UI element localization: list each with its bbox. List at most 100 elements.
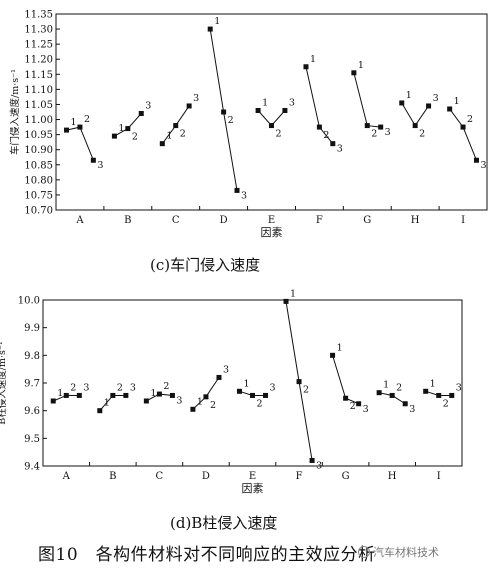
x-tick-label: I	[461, 215, 465, 226]
point-label: 1	[454, 96, 460, 107]
y-tick-label: 11.00	[24, 115, 53, 126]
point-label: 1	[57, 388, 63, 399]
data-point	[473, 157, 479, 163]
y-tick-label: 11.15	[24, 70, 53, 81]
x-tick-label: D	[202, 471, 210, 482]
point-label: 2	[70, 382, 76, 393]
point-label: 2	[371, 129, 377, 140]
point-label: 1	[383, 380, 389, 391]
x-axis-title: 因素	[261, 226, 283, 239]
data-point	[423, 388, 429, 394]
x-tick-label: D	[220, 215, 228, 226]
y-tick-label: 11.05	[24, 100, 53, 111]
point-label: 3	[97, 160, 103, 171]
data-point	[402, 401, 408, 407]
y-tick-label: 10.0	[18, 296, 40, 307]
point-label: 1	[430, 378, 436, 389]
y-tick-label: 11.25	[24, 40, 53, 51]
plot-frame	[55, 13, 488, 211]
point-label: 3	[270, 382, 276, 393]
data-point	[203, 394, 209, 400]
data-point	[282, 107, 288, 113]
x-tick-label: A	[75, 215, 84, 226]
point-label: 1	[358, 60, 364, 71]
chart-door-intrusion-speed: 10.70 10.75 10.80 10.85 10.90 10.95 11.00 11.05…	[9, 10, 488, 239]
point-label: 3	[456, 382, 462, 393]
point-label: 2	[443, 398, 449, 409]
data-point	[207, 26, 213, 32]
point-label: 2	[210, 400, 216, 411]
data-point	[263, 392, 269, 398]
point-label: 3	[289, 97, 295, 108]
data-point	[330, 141, 336, 147]
x-tick-label: I	[437, 471, 441, 482]
x-tick-label: F	[296, 471, 303, 482]
chart-d-caption: (d)B柱侵入速度	[170, 514, 278, 532]
point-label: 3	[337, 144, 343, 155]
point-label: 2	[467, 114, 473, 125]
point-label: 2	[180, 129, 186, 140]
data-point	[221, 109, 227, 115]
x-tick-label: F	[316, 215, 323, 226]
data-point	[255, 107, 261, 113]
data-point	[436, 392, 442, 398]
wechat-icon	[358, 546, 370, 558]
data-point	[50, 398, 56, 404]
data-point	[376, 390, 382, 396]
point-label: 3	[480, 160, 486, 171]
point-label: 2	[350, 401, 356, 412]
x-tick-label: E	[268, 215, 275, 226]
watermark-text: 汽车材料技术	[373, 546, 439, 559]
data-point	[123, 392, 129, 398]
y-tick-label: 9.7	[24, 379, 40, 390]
point-label: 3	[130, 382, 136, 393]
point-label: 1	[243, 378, 249, 389]
data-point	[309, 457, 315, 463]
point-label: 1	[197, 396, 203, 407]
x-tick-label: B	[109, 471, 116, 482]
point-label: 2	[163, 381, 169, 392]
data-point	[351, 70, 357, 76]
point-label: 3	[385, 127, 391, 138]
data-point	[296, 379, 302, 385]
factor-line-G	[353, 72, 381, 128]
chart-c-caption: (c)车门侵入速度	[150, 256, 261, 274]
data-point	[343, 395, 349, 401]
data-point	[234, 187, 240, 193]
point-label: 3	[223, 364, 229, 375]
point-label: 2	[228, 115, 234, 126]
data-point	[236, 388, 242, 394]
data-point	[64, 127, 70, 133]
point-label: 3	[363, 404, 369, 415]
figure-title: 图10 各构件材料对不同响应的主效应分析	[38, 545, 376, 565]
point-label: 1	[262, 97, 268, 108]
y-tick-label: 10.90	[24, 145, 53, 156]
data-point	[330, 352, 336, 358]
watermark: 汽车材料技术	[358, 544, 439, 560]
data-point	[364, 123, 370, 129]
y-axis-title: 车门侵入速度/m·s⁻¹	[9, 69, 21, 155]
data-point	[356, 401, 362, 407]
data-point	[303, 64, 309, 70]
point-label: 3	[316, 460, 322, 471]
data-point	[76, 392, 82, 398]
point-label: 2	[257, 398, 263, 409]
point-label: 1	[150, 388, 156, 399]
factor-line-H	[401, 102, 429, 127]
data-point	[216, 374, 222, 380]
data-point	[426, 103, 432, 109]
data-point	[63, 392, 69, 398]
y-tick-label: 9.6	[24, 406, 40, 417]
factor-line-A	[66, 126, 94, 161]
point-label: 1	[118, 123, 124, 134]
point-label: 3	[409, 404, 415, 415]
point-label: 1	[310, 54, 316, 65]
x-tick-label: C	[172, 215, 180, 226]
point-label: 3	[193, 93, 199, 104]
data-point	[190, 406, 196, 412]
point-label: 2	[84, 114, 90, 125]
data-point	[159, 141, 165, 147]
y-axis-title: B柱侵入速度/m·s⁻¹	[0, 341, 8, 425]
y-tick-label: 9.8	[24, 351, 40, 362]
